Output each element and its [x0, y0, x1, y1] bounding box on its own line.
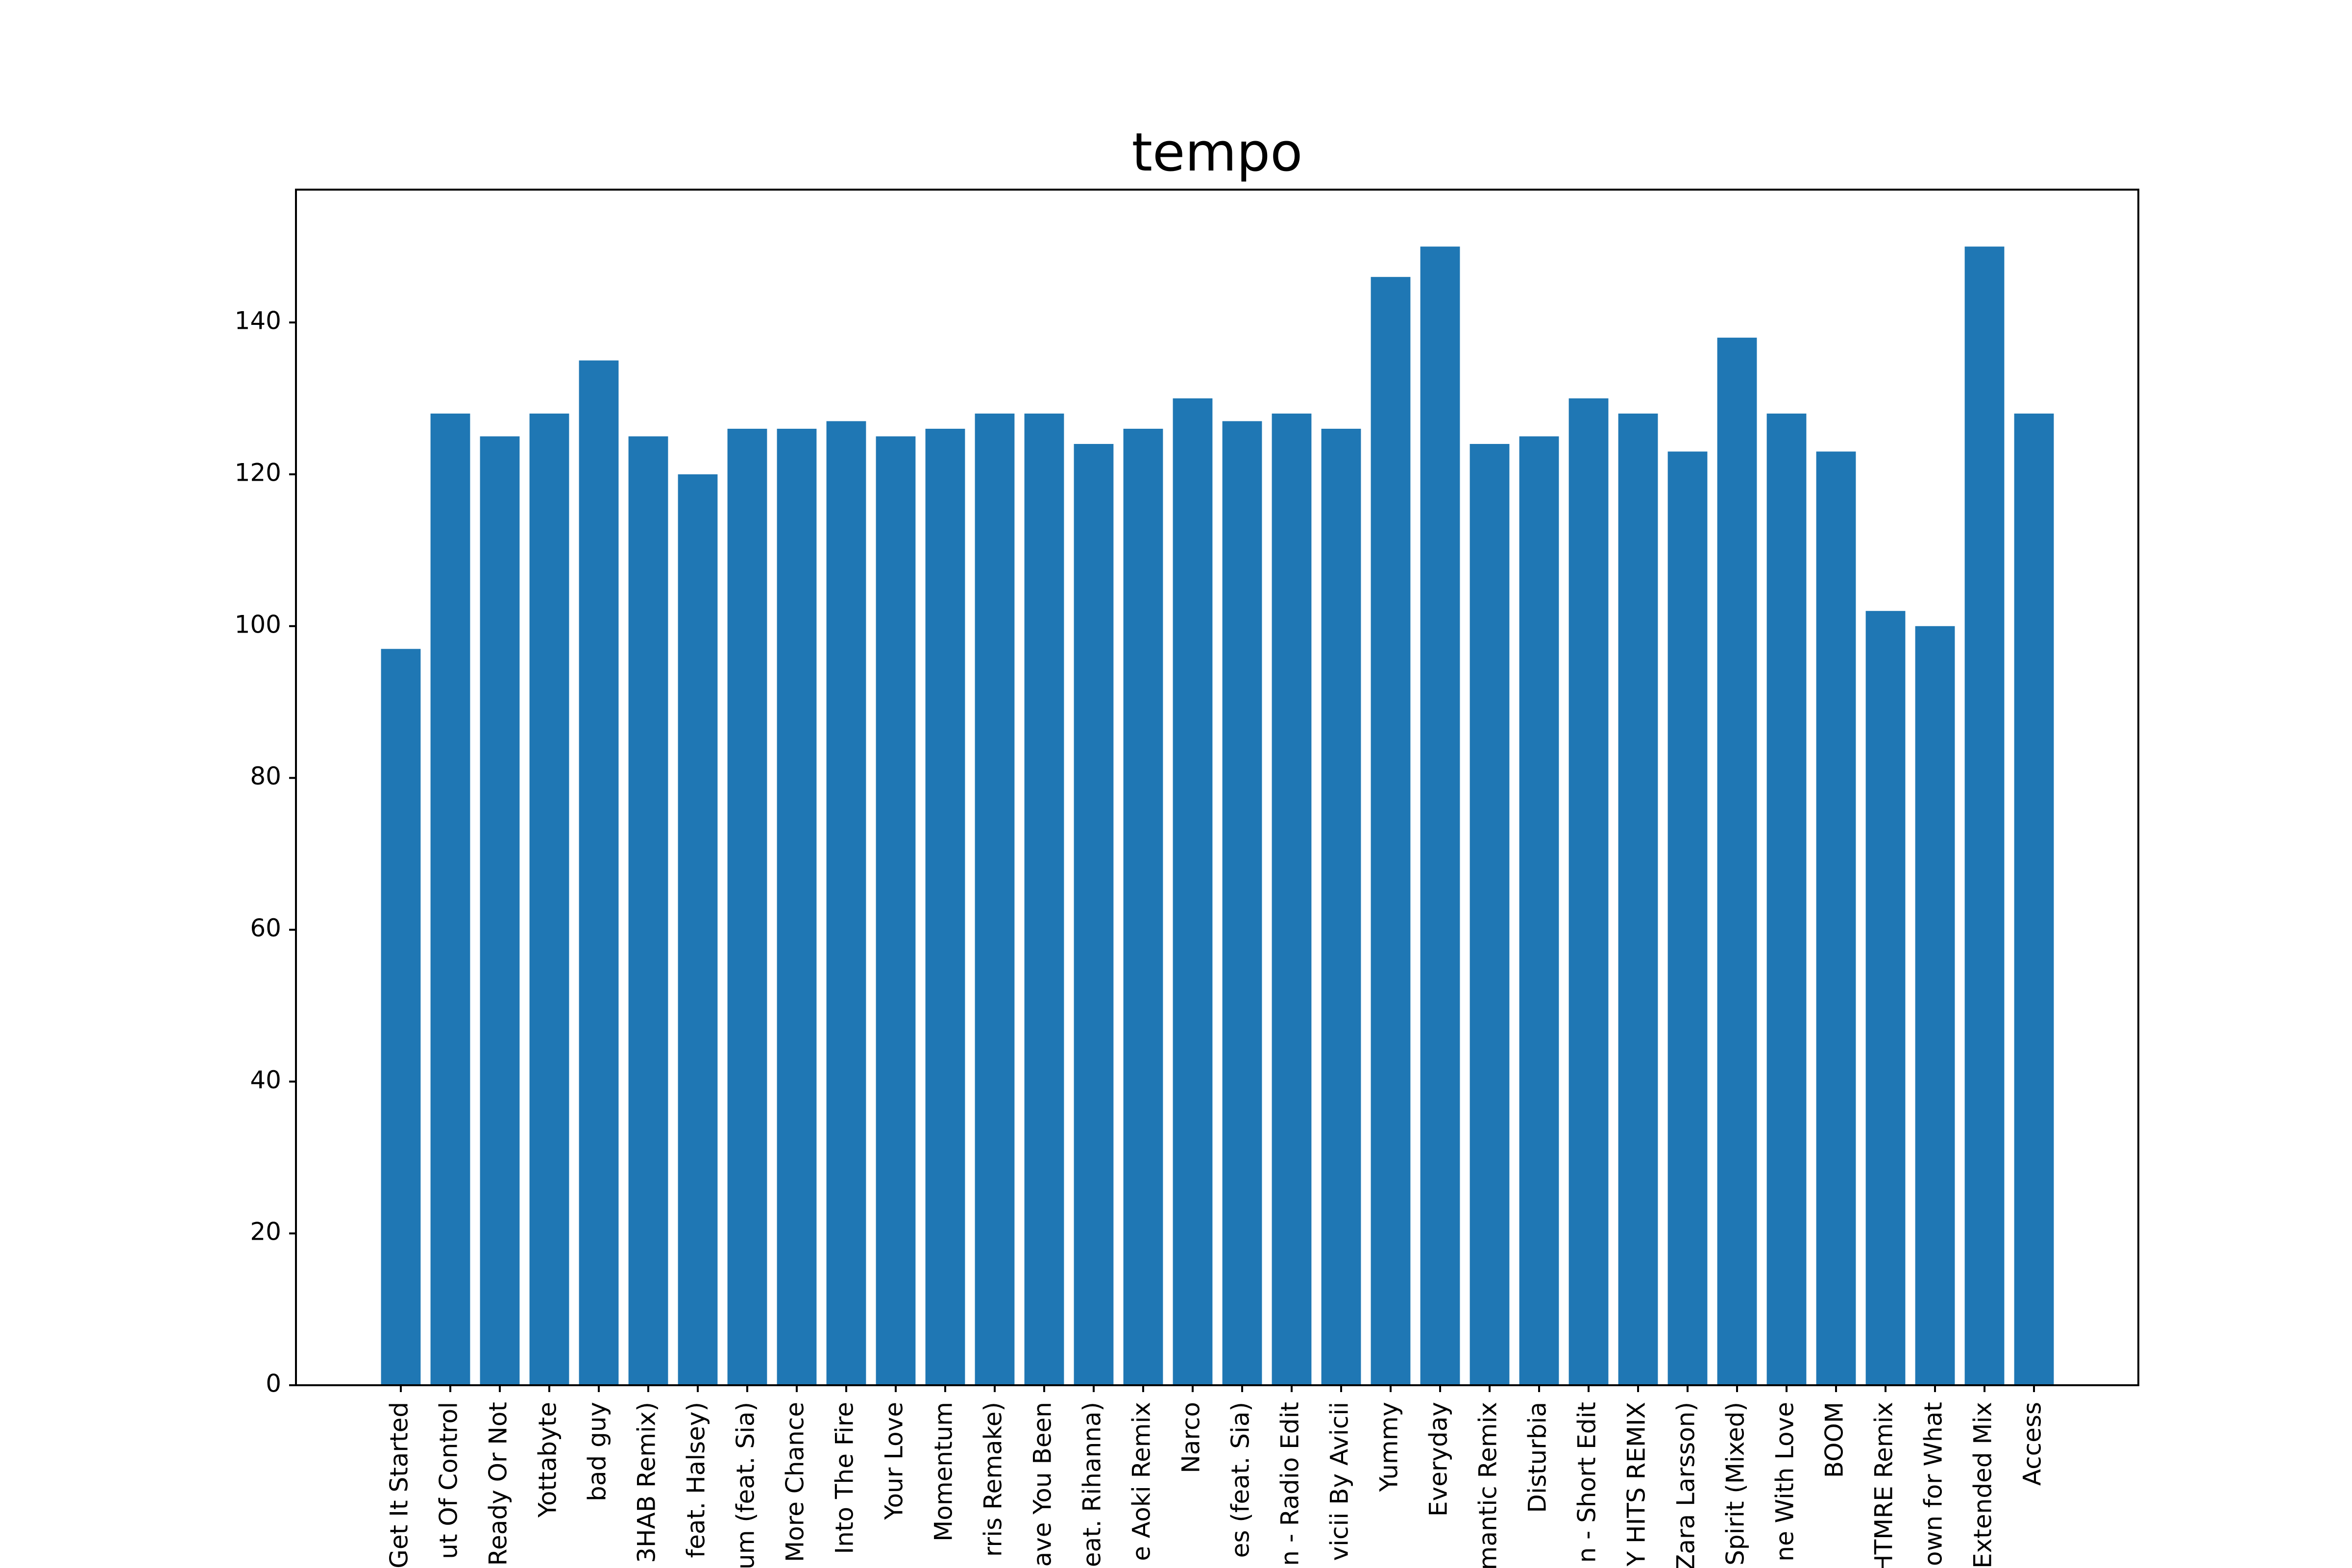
bar — [1024, 414, 1064, 1385]
bar — [1321, 429, 1361, 1385]
bar — [925, 429, 965, 1385]
x-tick-label: More Chance — [781, 1402, 809, 1562]
x-tick-label: es (feat. Sia) — [1226, 1402, 1255, 1558]
y-tick-label: 20 — [250, 1218, 281, 1246]
y-tick-label: 80 — [250, 762, 281, 790]
bar — [678, 474, 718, 1385]
bar — [1173, 398, 1213, 1385]
y-tick-label: 40 — [250, 1066, 281, 1094]
x-tick-label: Momentum — [930, 1402, 958, 1542]
y-tick-label: 60 — [250, 914, 281, 942]
bar — [826, 421, 866, 1385]
bar — [1074, 444, 1114, 1385]
x-tick-label: ut Of Control — [435, 1402, 463, 1559]
bar — [1915, 626, 1955, 1385]
x-tick-label: vicii By Avicii — [1325, 1402, 1354, 1561]
bar — [1816, 451, 1856, 1385]
x-tick-label: bad guy — [583, 1402, 612, 1501]
y-tick-label: 140 — [235, 307, 281, 335]
x-tick-label: own for What — [1919, 1402, 1948, 1566]
bar — [579, 360, 619, 1385]
x-tick-label: Everyday — [1424, 1402, 1453, 1517]
x-tick-label: Yummy — [1375, 1402, 1403, 1493]
bar — [1766, 414, 1807, 1385]
x-tick-label: feat. Halsey) — [682, 1402, 710, 1558]
bar — [1717, 338, 1757, 1385]
x-tick-label: Ready Or Not — [484, 1402, 513, 1566]
x-tick-label: mantic Remix — [1474, 1402, 1502, 1568]
x-tick-label: rris Remake) — [979, 1402, 1007, 1557]
bar — [1222, 421, 1262, 1385]
y-tick-label: 120 — [235, 459, 281, 487]
bar — [1470, 444, 1510, 1385]
x-tick-label: Disturbia — [1523, 1402, 1552, 1513]
y-axis: 0 20 40 60 80 100 120 140 — [235, 307, 296, 1398]
x-tick-label: HTMRE Remix — [1870, 1402, 1898, 1568]
x-tick-label: Extended Mix — [1969, 1402, 1997, 1568]
x-tick-label: Y HITS REMIX — [1622, 1402, 1651, 1567]
x-tick-label: Narco — [1177, 1402, 1205, 1473]
bar — [876, 436, 916, 1385]
x-tick-label: Zara Larsson) — [1672, 1402, 1700, 1568]
x-tick-label: ave You Been — [1029, 1402, 1057, 1567]
x-tick-label: Yottabyte — [534, 1402, 562, 1518]
bar — [1618, 414, 1658, 1385]
bar — [1420, 246, 1460, 1386]
x-tick-label: BOOM — [1820, 1402, 1849, 1478]
bar — [628, 436, 668, 1385]
chart-title: tempo — [1132, 122, 1303, 183]
plot-frame — [295, 189, 2139, 1386]
x-axis: Get It Started ut Of Control Ready Or Not Y… — [385, 1385, 2047, 1568]
x-tick-label: Your Love — [880, 1402, 908, 1520]
x-tick-label: e Aoki Remix — [1127, 1402, 1156, 1561]
x-tick-label: ne With Love — [1771, 1402, 1799, 1562]
bar — [430, 414, 470, 1385]
bar — [381, 649, 421, 1385]
bars-group — [381, 246, 2054, 1386]
y-tick-label: 100 — [235, 610, 281, 638]
x-tick-label: um (feat. Sia) — [732, 1402, 760, 1568]
x-tick-label: Get It Started — [385, 1402, 414, 1568]
bar — [480, 436, 520, 1385]
x-tick-label: 3HAB Remix) — [633, 1402, 661, 1563]
x-tick-label: Spirit (Mixed) — [1721, 1402, 1750, 1566]
bar — [1371, 277, 1411, 1386]
x-tick-label: Into The Fire — [831, 1402, 859, 1554]
x-tick-label: Access — [2018, 1402, 2047, 1486]
x-tick-label: n - Radio Edit — [1276, 1402, 1304, 1566]
bar — [1123, 429, 1163, 1385]
bar — [777, 429, 817, 1385]
bar — [1964, 246, 2005, 1386]
bar — [975, 414, 1015, 1385]
bar — [1865, 611, 1906, 1385]
x-tick-label: eat. Rihanna) — [1078, 1402, 1106, 1567]
bar — [1272, 414, 1312, 1385]
x-tick-label: n - Short Edit — [1573, 1402, 1601, 1563]
bar — [1667, 451, 1708, 1385]
y-tick-label: 0 — [266, 1370, 281, 1398]
bar — [2014, 414, 2054, 1385]
bar — [1519, 436, 1559, 1385]
bar — [529, 414, 569, 1385]
bar — [1568, 398, 1609, 1385]
bar — [727, 429, 767, 1385]
